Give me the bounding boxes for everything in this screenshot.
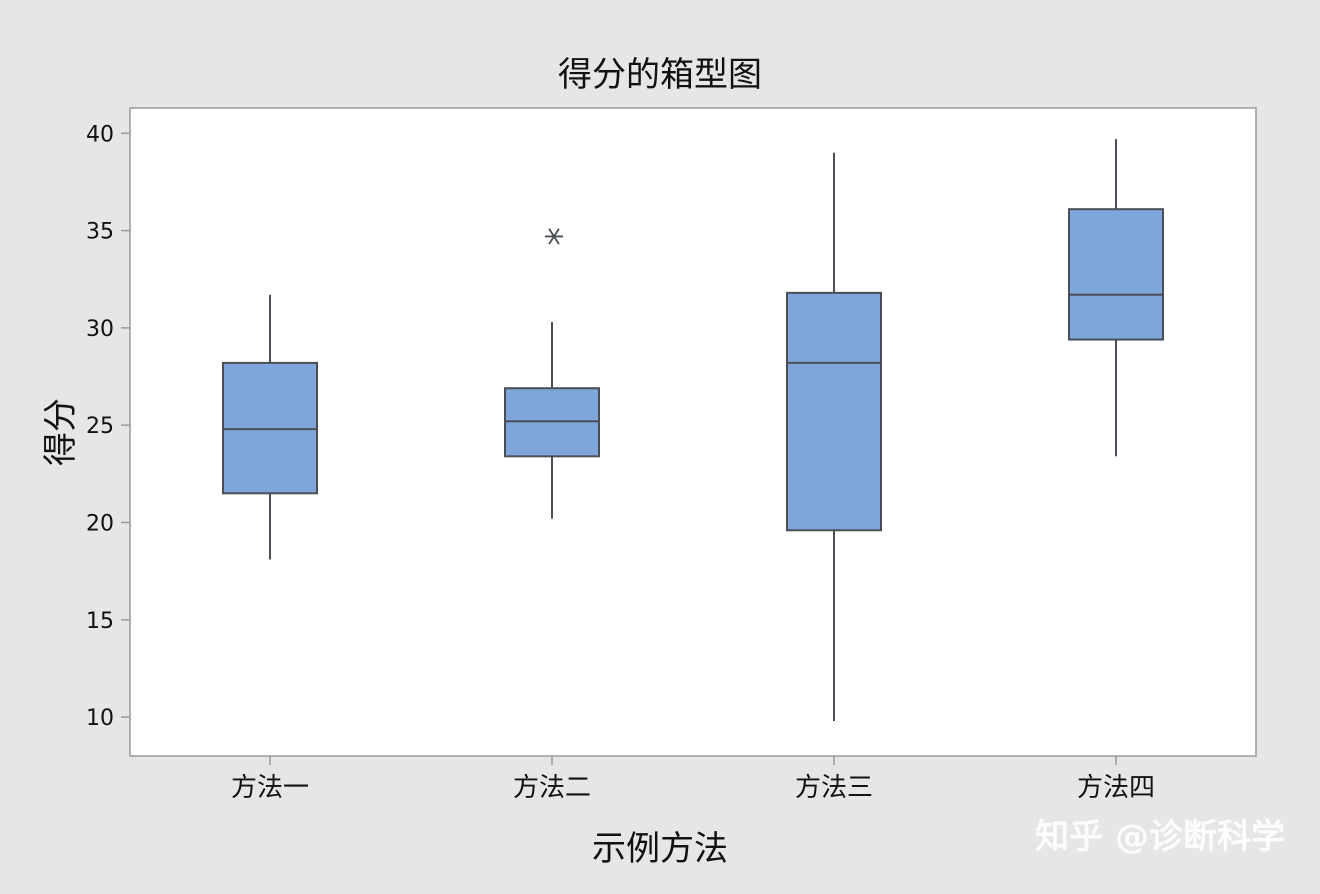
box-2 [504,228,600,519]
watermark: 知乎 @诊断科学 [1035,817,1285,857]
y-tick-label: 35 [86,220,114,245]
box-4 [1068,139,1164,457]
x-tick-label: 方法二 [513,773,591,803]
x-tick-label: 方法三 [795,773,873,803]
y-tick-label: 40 [86,122,114,147]
x-axis: 方法一 方法二 方法三 方法四 [231,756,1155,803]
box-series [222,139,1164,721]
x-tick-label: 方法一 [231,773,309,803]
outlier-stroke [548,228,560,245]
y-axis-label: 得分 [41,398,81,466]
x-tick-label: 方法四 [1077,773,1155,803]
y-tick-label: 30 [86,317,114,342]
y-tick-label: 25 [86,414,114,439]
y-tick-label: 20 [86,511,114,536]
outlier-point [545,228,563,245]
box-iqr [786,291,882,532]
box-3 [786,152,882,721]
box-1 [222,294,318,560]
x-axis-label: 示例方法 [592,829,728,869]
y-axis: 10 15 20 25 30 35 40 [86,122,130,731]
y-tick-label: 10 [86,706,114,731]
box-iqr [1068,208,1164,341]
chart-title: 得分的箱型图 [558,55,762,95]
y-tick-label: 15 [86,609,114,634]
